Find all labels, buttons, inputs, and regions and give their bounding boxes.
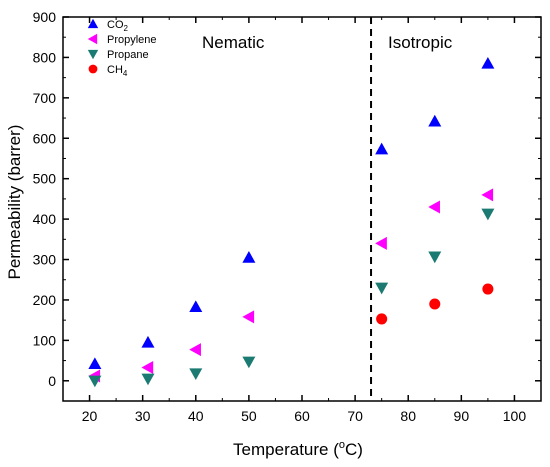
plot-area-border xyxy=(62,16,542,402)
propylene-point xyxy=(189,343,201,357)
x-tick-label: 20 xyxy=(82,408,98,424)
propane-point xyxy=(242,356,256,369)
co2-point xyxy=(428,114,442,127)
legend-label-propylene: Propylene xyxy=(107,34,157,46)
propylene-point xyxy=(481,188,494,202)
ch4-point xyxy=(429,298,441,310)
isotropic-label: Isotropic xyxy=(388,33,453,52)
y-tick-label: 800 xyxy=(33,49,57,65)
ch4-point xyxy=(376,313,388,325)
legend-label-ch4: CH4 xyxy=(107,64,128,78)
x-tick-label: 30 xyxy=(135,408,151,424)
propane-point xyxy=(88,375,102,388)
legend-marker-propylene xyxy=(87,33,98,45)
y-tick-label: 400 xyxy=(33,211,57,227)
y-tick-label: 700 xyxy=(33,90,57,106)
propylene-point xyxy=(141,360,154,374)
co2-point xyxy=(141,335,155,348)
data-markers xyxy=(88,56,495,388)
x-tick-label: 70 xyxy=(347,408,363,424)
propane-point xyxy=(481,208,495,221)
y-tick-label: 100 xyxy=(33,332,57,348)
y-tick-label: 200 xyxy=(33,292,57,308)
propane-point xyxy=(375,282,389,295)
legend-label-co2: CO2 xyxy=(107,19,129,33)
propylene-point xyxy=(242,310,255,324)
x-tick-label: 50 xyxy=(241,408,257,424)
plot-frame xyxy=(62,16,542,402)
y-tick-label: 900 xyxy=(33,9,57,25)
co2-point xyxy=(242,251,256,263)
legend-label-propane: Propane xyxy=(107,49,149,61)
x-axis-title: Temperature (oC) xyxy=(233,439,363,459)
x-tick-label: 90 xyxy=(454,408,470,424)
x-axis-ticks: 20 30 40 50 60 70 80 90 100 xyxy=(82,17,527,424)
x-tick-label: 80 xyxy=(400,408,416,424)
y-tick-label: 300 xyxy=(33,252,57,268)
co2-point xyxy=(189,300,203,313)
co2-point xyxy=(375,142,389,155)
y-tick-label: 0 xyxy=(48,373,56,389)
propylene-point xyxy=(428,200,440,214)
y-tick-label: 500 xyxy=(33,171,57,187)
co2-point xyxy=(481,56,495,69)
ch4-point xyxy=(482,283,494,295)
co2-point xyxy=(88,357,102,370)
legend-marker-propane xyxy=(87,49,99,60)
y-axis-title: Permeability (barrer) xyxy=(5,125,24,280)
x-tick-label: 100 xyxy=(503,408,527,424)
propane-point xyxy=(189,368,203,381)
propylene-point xyxy=(375,236,387,250)
legend-marker-ch4 xyxy=(88,64,98,74)
y-tick-label: 600 xyxy=(33,130,57,146)
nematic-label: Nematic xyxy=(202,33,265,52)
propane-point xyxy=(428,251,442,264)
legend-marker-co2 xyxy=(87,18,99,29)
propane-point xyxy=(141,373,155,386)
x-tick-label: 60 xyxy=(294,408,310,424)
y-axis-ticks: 0 100 200 300 400 500 600 700 800 900 xyxy=(33,9,541,389)
x-tick-label: 40 xyxy=(188,408,204,424)
